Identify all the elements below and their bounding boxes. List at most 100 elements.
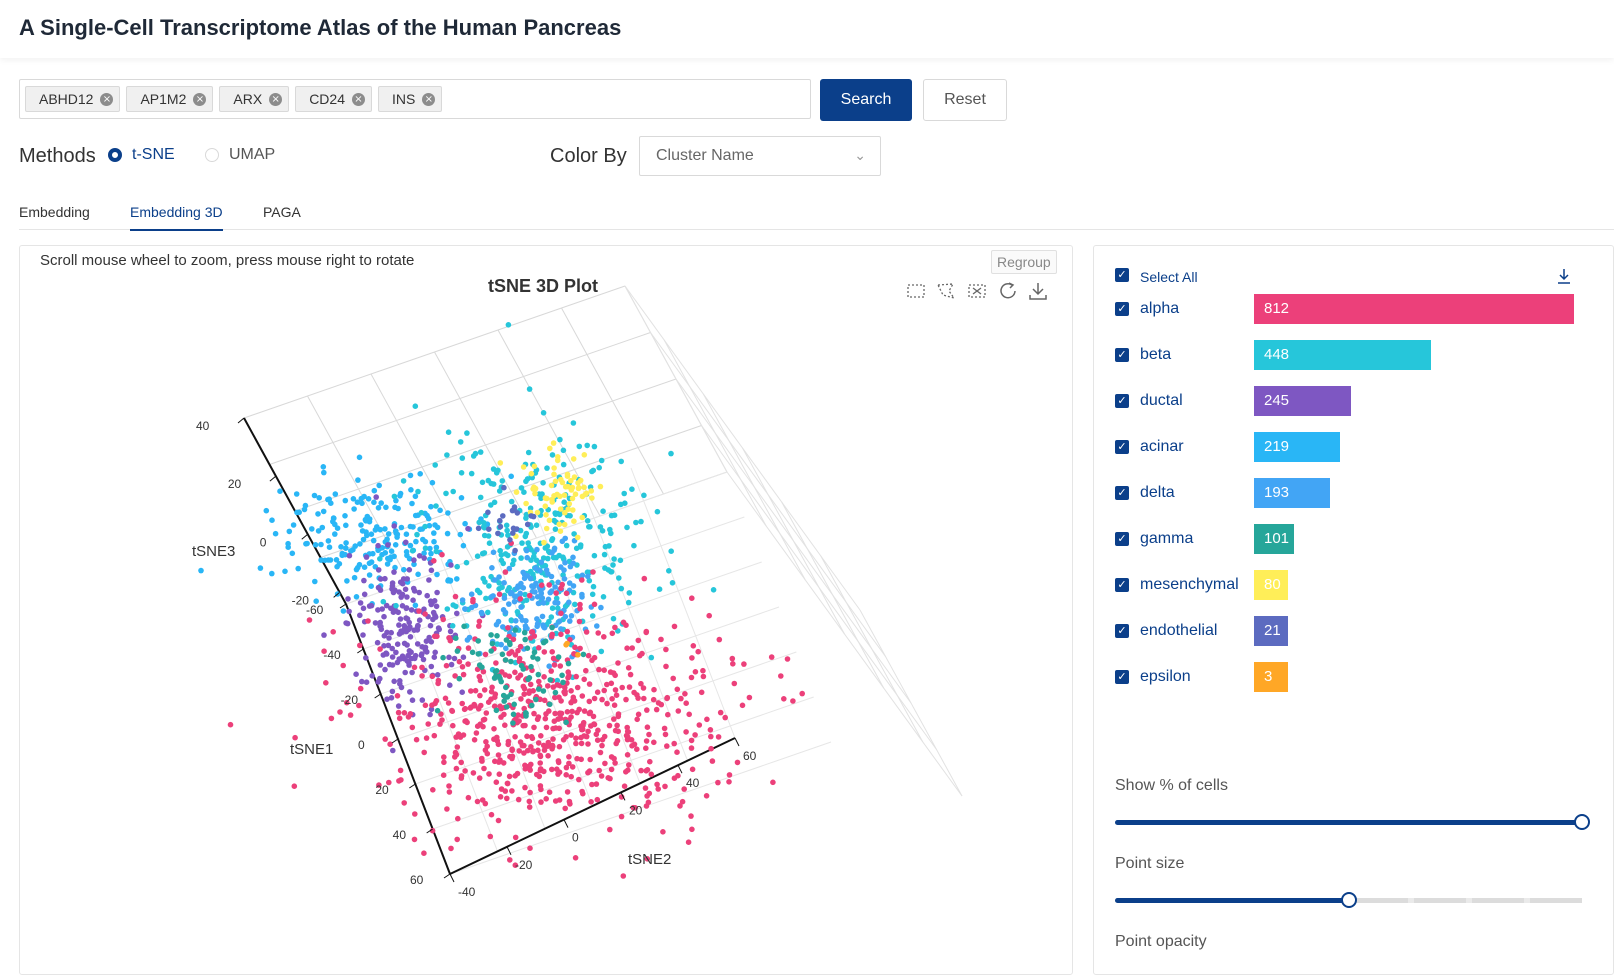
radio-umap[interactable]: UMAP <box>205 146 275 164</box>
scatter-point-mesenchymal <box>520 464 527 470</box>
cluster-name[interactable]: delta <box>1140 484 1175 501</box>
scatter-point-alpha <box>593 781 600 787</box>
scatter-point-acinar <box>437 507 443 514</box>
cluster-name[interactable]: alpha <box>1140 300 1180 317</box>
refresh-icon[interactable] <box>997 280 1019 302</box>
scatter-point-alpha <box>674 686 681 693</box>
cluster-checkbox[interactable]: ✓ <box>1115 348 1129 362</box>
regroup-button[interactable]: Regroup <box>991 250 1057 274</box>
tsne-3d-scatter[interactable]: tSNE3tSNE1tSNE240200-20-60-40-200204060-… <box>20 246 1072 974</box>
scatter-point-delta <box>518 604 524 610</box>
scatter-point-alpha <box>443 662 450 669</box>
scatter-point-acinar <box>311 492 318 499</box>
scatter-point-ductal <box>389 580 396 586</box>
scatter-point-acinar <box>407 472 414 479</box>
download-icon[interactable] <box>1556 267 1572 285</box>
reset-button[interactable]: Reset <box>923 79 1007 121</box>
scatter-point-ductal <box>411 627 418 633</box>
scatter-point-alpha <box>423 735 430 741</box>
scatter-point-ductal <box>427 622 434 629</box>
scatter-point-alpha <box>394 693 401 699</box>
color-by-select[interactable]: Cluster Name ⌄ <box>639 136 881 176</box>
scatter-point-delta <box>545 596 552 603</box>
download-icon[interactable] <box>1027 280 1049 302</box>
scatter-point-alpha <box>421 749 428 756</box>
cluster-count: 21 <box>1264 622 1281 639</box>
scatter-point-alpha <box>707 727 714 733</box>
show-cells-slider[interactable] <box>1115 814 1590 830</box>
cluster-name[interactable]: acinar <box>1140 438 1184 455</box>
scatter-point-ductal <box>377 662 384 668</box>
scatter-point-ductal <box>446 654 452 661</box>
scatter-point-delta <box>548 588 555 594</box>
scatter-point-alpha <box>642 785 649 791</box>
scatter-point-acinar <box>350 496 357 502</box>
scatter-point-gamma <box>469 649 476 656</box>
gene-search-input[interactable]: ABHD12 × AP1M2 × ARX × CD24 × INS × <box>19 79 811 119</box>
scatter-point-alpha <box>688 737 695 744</box>
point-size-handle[interactable] <box>1340 892 1357 908</box>
cluster-checkbox[interactable]: ✓ <box>1115 486 1129 500</box>
scatter-point-alpha <box>585 769 591 776</box>
close-icon[interactable]: × <box>422 92 436 106</box>
gene-tag-label: ARX <box>233 91 263 107</box>
cluster-name[interactable]: gamma <box>1140 530 1194 547</box>
scatter-point-alpha <box>483 710 490 716</box>
scatter-point-acinar <box>413 538 419 545</box>
cluster-checkbox[interactable]: ✓ <box>1115 302 1129 316</box>
radio-tsne[interactable]: t-SNE <box>108 146 175 164</box>
scatter-point-alpha <box>431 732 438 739</box>
scatter-point-delta <box>517 590 523 597</box>
scatter-point-alpha <box>528 761 534 768</box>
scatter-point-alpha <box>465 661 471 667</box>
axis-label-tsne3: tSNE3 <box>192 543 235 560</box>
lasso-select-icon[interactable] <box>935 280 957 302</box>
scatter-point-alpha <box>670 675 676 682</box>
cluster-checkbox[interactable]: ✓ <box>1115 578 1129 592</box>
cluster-name[interactable]: ductal <box>1140 392 1183 409</box>
point-size-slider[interactable] <box>1115 892 1582 908</box>
scatter-point-alpha <box>306 617 313 623</box>
cluster-name[interactable]: endothelial <box>1140 622 1218 639</box>
scatter-point-alpha <box>435 677 442 684</box>
cluster-name[interactable]: beta <box>1140 346 1172 363</box>
scatter-point-ductal <box>360 632 366 638</box>
show-cells-handle[interactable] <box>1574 814 1590 830</box>
close-icon[interactable]: × <box>193 92 207 106</box>
scatter-point-delta <box>468 604 475 611</box>
cluster-checkbox[interactable]: ✓ <box>1115 394 1129 408</box>
close-icon[interactable]: × <box>100 92 114 106</box>
scatter-point-acinar <box>429 479 436 486</box>
cluster-name[interactable]: epsilon <box>1140 668 1191 685</box>
cluster-checkbox[interactable]: ✓ <box>1115 532 1129 546</box>
cluster-checkbox[interactable]: ✓ <box>1115 624 1129 638</box>
clear-selection-icon[interactable] <box>966 280 988 302</box>
select-all-label[interactable]: Select All <box>1140 269 1198 285</box>
scatter-point-acinar <box>316 495 323 501</box>
tab-embedding[interactable]: Embedding <box>19 204 90 220</box>
tab-embedding-3d[interactable]: Embedding 3D <box>130 204 223 231</box>
close-icon[interactable]: × <box>351 92 365 106</box>
cluster-checkbox[interactable]: ✓ <box>1115 440 1129 454</box>
cluster-name[interactable]: mesenchymal <box>1140 576 1239 593</box>
scatter-point-alpha <box>686 711 692 718</box>
select-all-checkbox[interactable]: ✓ <box>1115 268 1129 282</box>
close-icon[interactable]: × <box>269 92 283 106</box>
scatter-point-alpha <box>521 691 527 697</box>
cluster-checkbox[interactable]: ✓ <box>1115 670 1129 684</box>
scatter-point-ductal <box>383 602 390 609</box>
scatter-point-beta <box>412 403 419 409</box>
scatter-point-mesenchymal <box>513 489 520 495</box>
scatter-point-alpha <box>605 775 611 781</box>
scatter-point-alpha <box>401 710 408 716</box>
scatter-point-alpha <box>422 611 428 617</box>
scatter-point-acinar <box>401 566 407 573</box>
slider-step <box>1356 898 1408 903</box>
tab-paga[interactable]: PAGA <box>263 204 301 220</box>
scatter-point-beta <box>523 597 530 603</box>
search-button[interactable]: Search <box>820 79 912 121</box>
scatter-point-beta <box>587 524 593 530</box>
scatter-point-alpha <box>491 736 497 742</box>
box-select-icon[interactable] <box>905 280 927 302</box>
scatter-point-beta <box>418 509 425 516</box>
